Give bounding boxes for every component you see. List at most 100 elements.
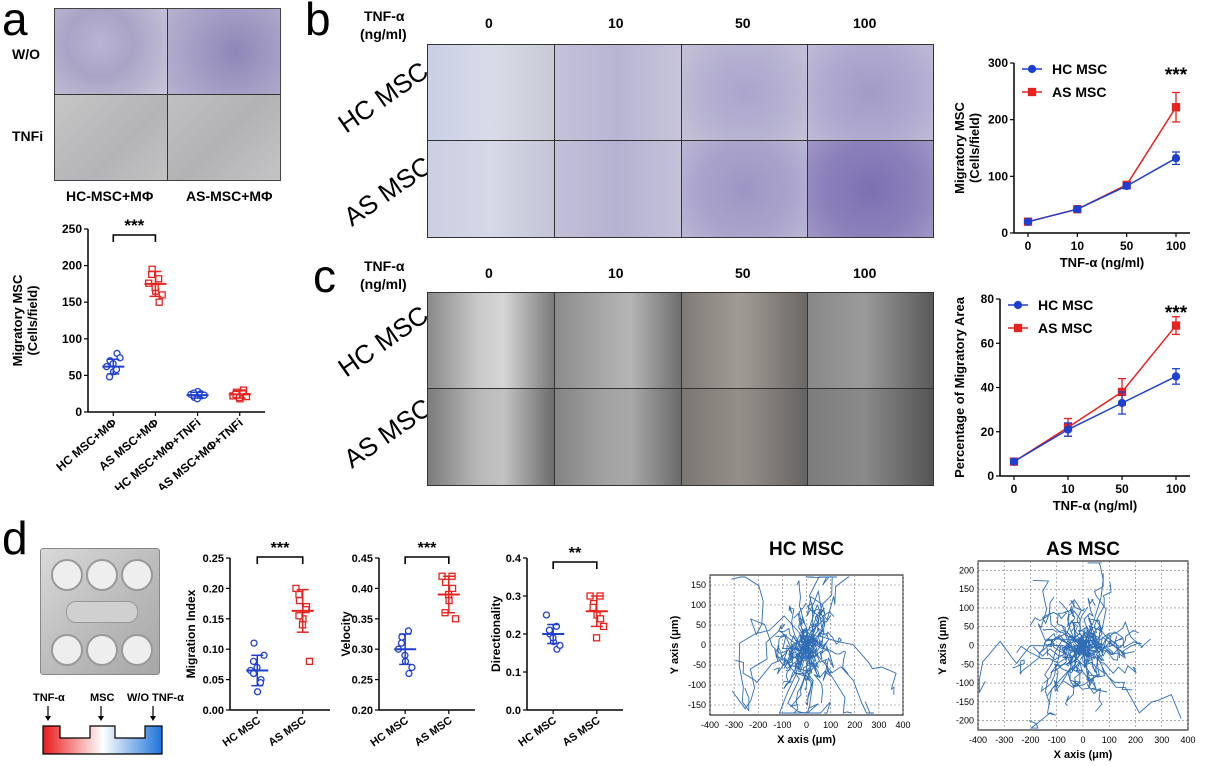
significance-stars: *** (271, 540, 290, 557)
y-tick-label: 0.10 (203, 644, 224, 656)
cell-track (1028, 640, 1084, 729)
data-point (589, 603, 597, 612)
y-tick-label: -150 (956, 697, 974, 707)
x-tick-label: -100 (1048, 735, 1066, 745)
y-axis-label: Velocity (339, 611, 353, 657)
cell-track (798, 644, 808, 691)
y-axis-label: Y axis (μm) (669, 615, 681, 674)
data-point (448, 584, 457, 593)
y-tick-label: -100 (688, 680, 706, 690)
data-point (1171, 154, 1181, 163)
x-tick-label: 200 (847, 720, 862, 730)
y-tick-label: 0 (969, 641, 974, 651)
y-tick-label: 40 (981, 381, 995, 395)
y-tick-label: 0.25 (352, 675, 373, 687)
micrograph-a-grid (54, 8, 281, 181)
significance-stars: *** (1165, 303, 1188, 324)
data-point (155, 298, 163, 306)
tnf-unit-b: (ng/ml) (360, 26, 407, 42)
significance-stars: *** (1165, 65, 1188, 86)
dose-b-10: 10 (608, 15, 624, 31)
x-tick-label: 10 (1071, 239, 1085, 253)
data-point (404, 627, 413, 635)
chart-title: AS MSC (1046, 539, 1120, 560)
data-point (398, 633, 406, 641)
y-axis-label: Percentage of Migratory Area (952, 296, 967, 478)
x-tick-label: -200 (1021, 735, 1039, 745)
y-axis-label: (Cells/field) (25, 285, 40, 355)
data-point (256, 678, 265, 687)
cell-track (801, 609, 824, 646)
cell-track (805, 576, 838, 646)
cell-track (1067, 645, 1100, 688)
y-tick-label: 0.05 (203, 675, 224, 687)
y-tick-label: 200 (988, 113, 1008, 127)
x-tick-label: 300 (1154, 735, 1169, 745)
cell-track (1082, 562, 1104, 646)
cell-track (1082, 620, 1151, 650)
y-tick-label: 0 (1001, 226, 1008, 240)
x-tick-label: 400 (1180, 735, 1195, 745)
chart-d-directionality: 0.0 0.1 0.2 0.3 0.4 Directionality HC MSC AS MS… (489, 545, 623, 749)
x-tick-label: -400 (969, 735, 987, 745)
x-tick-label: AS MSC (413, 715, 455, 749)
dose-b-0: 0 (485, 15, 493, 31)
y-axis-label: Y axis (μm) (937, 616, 949, 675)
significance-bracket (552, 561, 598, 569)
cell-track (1078, 642, 1140, 660)
schematic-left-label: TNF-α (33, 692, 65, 704)
data-point (405, 669, 413, 678)
y-tick-label: 0.35 (352, 614, 373, 626)
y-tick-label: 200 (959, 565, 974, 575)
micrograph-c-grid (427, 292, 934, 486)
x-tick-label: 0 (1080, 735, 1085, 745)
y-tick-label: 250 (62, 222, 82, 236)
data-point (295, 596, 304, 605)
cell-track (1077, 645, 1100, 676)
y-tick-label: 0 (701, 640, 706, 650)
cell-track (778, 640, 811, 714)
x-tick-label: AS MSC (267, 715, 309, 749)
cell-track (1082, 634, 1123, 657)
x-tick-label: HC MSC (221, 715, 263, 750)
cell-track (738, 615, 809, 712)
cell-track (1044, 638, 1084, 705)
y-tick-label: 60 (981, 336, 995, 350)
y-tick-label: 150 (959, 584, 974, 594)
row-label-tnfi: TNFi (12, 128, 44, 144)
y-tick-label: 80 (981, 292, 995, 306)
x-tick-label: -300 (725, 720, 743, 730)
y-tick-label: 50 (964, 622, 974, 632)
series-line (1027, 106, 1177, 223)
data-point (1122, 181, 1131, 191)
x-tick-label: HC MSC (368, 715, 410, 750)
x-tick-label: -400 (701, 720, 719, 730)
y-tick-label: 0.20 (203, 583, 224, 595)
data-point (250, 639, 258, 647)
y-tick-label: -150 (688, 700, 706, 710)
chart-d-track-as: AS MSC-400 -300 -200 -100 0 100 200 300 400-200-… (937, 539, 1196, 761)
x-tick-label: 100 (1166, 482, 1186, 496)
x-tick-label: 10 (1061, 482, 1075, 496)
cell-track (1062, 645, 1084, 688)
chemotaxis-slide-photo (40, 548, 160, 675)
y-tick-label: 50 (696, 620, 706, 630)
x-tick-label: 50 (1120, 239, 1134, 253)
col-label-hc: HC-MSC+MΦ (66, 188, 154, 204)
cell-track (1046, 637, 1084, 655)
x-axis-label: TNF-α (ng/ml) (1053, 498, 1138, 513)
cell-track (1082, 573, 1107, 655)
y-tick-label: 0.30 (352, 644, 373, 656)
legend-marker (1027, 87, 1037, 97)
data-point (1117, 398, 1127, 408)
significance-stars: *** (418, 540, 437, 557)
y-tick-label: 0.40 (352, 583, 373, 595)
data-point (408, 663, 416, 672)
series-line (1013, 375, 1177, 463)
cell-track (1043, 644, 1084, 684)
x-axis-label: TNF-α (ng/ml) (1060, 255, 1145, 270)
data-point (1171, 103, 1181, 112)
data-point (158, 291, 166, 299)
y-tick-label: 0 (987, 469, 994, 483)
y-tick-label: 50 (69, 368, 83, 382)
